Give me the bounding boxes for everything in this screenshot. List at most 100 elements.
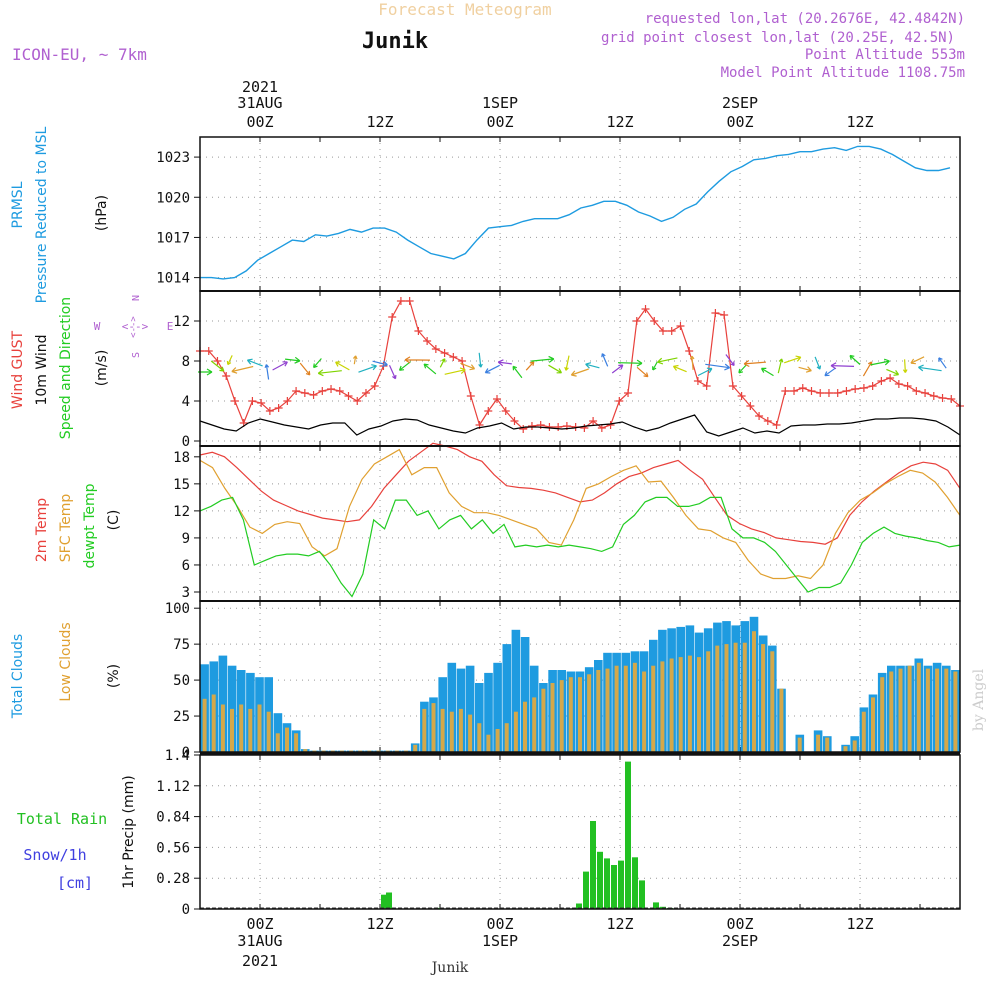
wind-direction-arrow xyxy=(570,368,589,377)
precip-ytick-label: 0.56 xyxy=(156,840,190,856)
total-cloud-bar xyxy=(218,655,228,752)
bottom-axis-label: 12Z xyxy=(606,915,633,933)
top-axis-label: 2021 xyxy=(242,78,278,96)
precip-bar xyxy=(604,858,610,909)
low-cloud-bar xyxy=(816,734,821,752)
temp2m-line xyxy=(199,442,961,545)
pressure-label-line1: PRMSL xyxy=(10,181,26,228)
wind-direction-arrow xyxy=(585,362,600,369)
low-cloud-bar xyxy=(715,645,720,752)
total-cloud-bar xyxy=(227,665,237,752)
temp-label-sfc: SFC Temp xyxy=(58,494,74,563)
wind-ytick-label: 4 xyxy=(182,394,190,410)
precip-bar xyxy=(381,894,387,909)
wind-direction-arrow xyxy=(725,354,735,367)
gust-marker xyxy=(344,392,353,400)
gust-marker xyxy=(449,353,458,361)
low-cloud-bar xyxy=(532,697,537,752)
gust-marker xyxy=(493,395,502,403)
top-axis-label: 12Z xyxy=(846,113,873,131)
top-title: Forecast Meteogram xyxy=(378,0,551,19)
low-cloud-bar xyxy=(825,737,830,752)
low-cloud-bar xyxy=(660,661,665,752)
wind-direction-arrow xyxy=(814,356,822,370)
cloud-label: Total Clouds Low Clouds (%) xyxy=(10,622,122,719)
pressure-panel: 1014 1017 1020 1023 xyxy=(156,136,961,292)
pressure-ytick-label: 1017 xyxy=(156,230,190,246)
cloud-ytick-label: 25 xyxy=(173,709,190,725)
wind-direction-arrow xyxy=(358,364,377,373)
wind-direction-arrow xyxy=(388,365,397,380)
low-cloud-bar xyxy=(797,737,802,752)
wind-direction-arrow xyxy=(738,364,747,374)
precip-ytick-label: 0.84 xyxy=(156,810,190,826)
gust-marker xyxy=(222,372,231,380)
location-title: Junik xyxy=(362,29,428,54)
cloud-label-low: Low Clouds xyxy=(58,622,74,701)
gust-marker xyxy=(711,309,720,317)
precip-bar xyxy=(639,880,645,909)
temp-unit: (C) xyxy=(106,510,122,531)
precip-bar xyxy=(597,851,603,909)
model-label: ICON-EU, ~ 7km xyxy=(12,45,147,64)
gridpoint-coord: grid point closest lon,lat (20.25E, 42.5… xyxy=(601,30,955,46)
temp-ytick-label: 6 xyxy=(182,558,190,574)
low-cloud-bar xyxy=(678,657,683,752)
low-cloud-bar xyxy=(623,665,628,752)
wind-direction-arrow xyxy=(784,355,802,364)
low-cloud-bar xyxy=(202,698,207,752)
low-cloud-bar xyxy=(944,668,949,752)
gust-marker xyxy=(868,382,877,390)
low-cloud-bar xyxy=(724,644,729,752)
wind-ytick-label: 12 xyxy=(173,314,190,330)
temp-ytick-label: 9 xyxy=(182,531,190,547)
compass-w: W xyxy=(94,320,101,333)
wind-direction-arrow xyxy=(497,359,512,367)
pressure-ytick-label: 1023 xyxy=(156,150,190,166)
wind-direction-arrow xyxy=(531,355,555,363)
gust-marker xyxy=(624,389,633,397)
gust-marker xyxy=(335,387,344,395)
low-cloud-bar xyxy=(266,711,271,752)
wind-direction-arrow xyxy=(601,353,609,367)
pressure-ytick-label: 1020 xyxy=(156,190,190,206)
gust-marker xyxy=(851,385,860,393)
wind-direction-arrow xyxy=(652,361,658,371)
wind-direction-arrow xyxy=(525,361,535,371)
wind-label-gust: Wind GUST xyxy=(10,330,26,409)
low-cloud-bar xyxy=(220,704,225,752)
wind-direction-arrow xyxy=(264,364,270,380)
low-cloud-bar xyxy=(431,703,436,752)
gust-marker xyxy=(737,392,746,400)
wind-ytick-label: 8 xyxy=(182,354,190,370)
wind-direction-arrow xyxy=(210,360,225,372)
top-axis-label: 00Z xyxy=(726,113,753,131)
gust-marker xyxy=(772,421,781,429)
low-cloud-bar xyxy=(303,749,308,752)
top-axis-label: 00Z xyxy=(246,113,273,131)
low-cloud-bar xyxy=(578,677,582,752)
low-cloud-bar xyxy=(458,708,463,752)
wind-direction-arrow xyxy=(902,359,908,373)
low-cloud-bar xyxy=(486,734,491,752)
wind-border xyxy=(199,290,961,447)
precip-ytick-label: 0 xyxy=(182,902,190,918)
gust-marker xyxy=(327,385,336,393)
low-cloud-bar xyxy=(230,708,234,752)
bottom-axis-label: 1SEP xyxy=(482,932,518,950)
wind-direction-arrow xyxy=(285,356,301,364)
wind-direction-arrow xyxy=(705,363,731,371)
wind-direction-arrow xyxy=(313,358,322,369)
gust-marker xyxy=(947,395,956,403)
low-cloud-bar xyxy=(275,733,280,752)
gust-marker xyxy=(230,397,239,405)
gust-marker xyxy=(921,389,930,397)
low-cloud-bar xyxy=(495,729,500,752)
temp-ytick-label: 18 xyxy=(173,450,190,466)
low-cloud-bar xyxy=(239,704,244,752)
gust-marker xyxy=(204,347,213,355)
model-altitude: Model Point Altitude 1108.75m xyxy=(721,65,965,81)
wind-unit: (m/s) xyxy=(94,350,110,387)
gust-marker xyxy=(720,311,729,319)
